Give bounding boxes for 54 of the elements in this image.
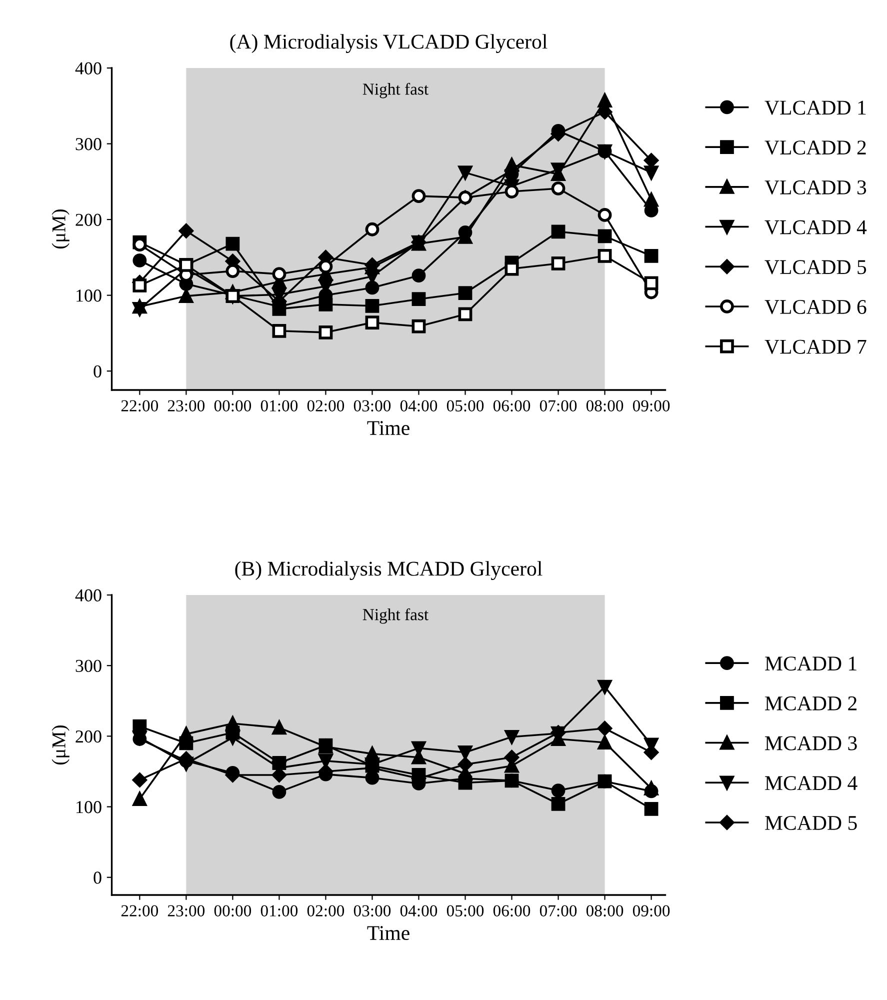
y-tick-label: 300: [76, 138, 102, 150]
x-tick-label: 07:00: [540, 400, 577, 412]
x-axis-title: Time: [367, 421, 410, 436]
y-tick-label: 0: [94, 872, 102, 884]
x-tick-label: 23:00: [168, 400, 205, 412]
x-tick-label: 05:00: [446, 400, 484, 412]
legend-label: VLCADD 6: [764, 300, 866, 314]
legend-label: MCADD 3: [765, 736, 857, 750]
x-tick-label: 00:00: [214, 400, 252, 412]
legend-label: VLCADD 7: [764, 340, 866, 354]
x-tick-label: 05:00: [446, 905, 484, 917]
legend-label: VLCADD 3: [764, 180, 866, 195]
legend-label: MCADD 4: [765, 776, 858, 790]
x-tick-label: 22:00: [121, 905, 158, 917]
legend-label: VLCADD 1: [764, 100, 866, 115]
x-tick-label: 02:00: [307, 400, 344, 412]
x-tick-label: 22:00: [121, 400, 158, 412]
x-tick-label: 07:00: [540, 905, 577, 917]
legend-label: MCADD 5: [765, 816, 857, 830]
x-tick-label: 00:00: [214, 905, 252, 917]
x-tick-label: 08:00: [586, 400, 624, 412]
y-axis-title: (μM): [52, 726, 70, 764]
x-tick-label: 04:00: [400, 905, 438, 917]
legend-label: VLCADD 4: [764, 220, 867, 234]
band-label: Night fast: [362, 82, 428, 98]
legend-label: VLCADD 5: [764, 260, 866, 274]
y-tick-label: 400: [75, 62, 102, 74]
x-tick-label: 06:00: [493, 400, 530, 412]
x-tick-label: 08:00: [586, 905, 624, 917]
x-tick-label: 09:00: [632, 400, 670, 412]
y-tick-label: 200: [76, 730, 102, 743]
y-tick-label: 300: [76, 660, 102, 672]
x-tick-label: 03:00: [354, 905, 391, 917]
y-axis-title: (μM): [52, 210, 70, 248]
y-tick-label: 100: [76, 801, 102, 814]
x-tick-label: 01:00: [260, 905, 298, 917]
x-axis-title: Time: [367, 926, 410, 940]
x-tick-label: 03:00: [354, 400, 391, 412]
legend-label: MCADD 1: [765, 656, 856, 671]
x-tick-label: 06:00: [493, 905, 530, 917]
x-tick-label: 23:00: [168, 905, 205, 917]
chart-title: (B) Microdialysis MCADD Glycerol: [235, 561, 542, 580]
y-tick-label: 100: [76, 290, 102, 302]
y-tick-label: 200: [76, 214, 102, 226]
x-tick-label: 02:00: [307, 905, 344, 917]
y-tick-label: 400: [75, 589, 102, 602]
chart-title: (A) Microdialysis VLCADD Glycerol: [230, 34, 548, 54]
x-tick-label: 04:00: [400, 400, 438, 412]
legend-label: VLCADD 2: [764, 140, 866, 155]
legend-label: MCADD 2: [765, 696, 857, 710]
x-tick-label: 09:00: [632, 905, 670, 917]
x-tick-label: 01:00: [260, 400, 298, 412]
band-label: Night fast: [362, 608, 428, 624]
y-tick-label: 0: [94, 365, 102, 378]
